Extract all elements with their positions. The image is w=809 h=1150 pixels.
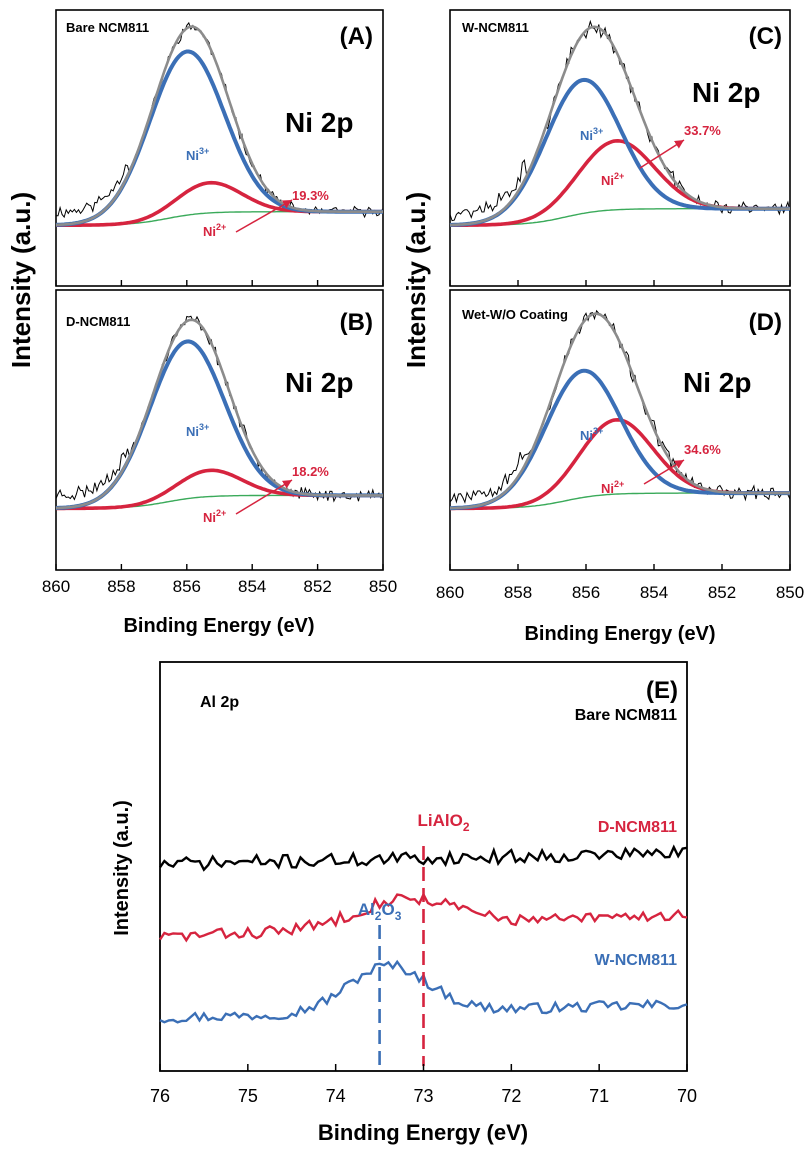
x-tick-label: 74 (326, 1086, 346, 1106)
panel-d-plot: Ni3+Ni2+34.6%860 858 856 854 852 850 (436, 309, 804, 602)
x-tick-label: 856 (173, 577, 201, 596)
x-tick-label: 75 (238, 1086, 258, 1106)
x-tick-label: 860 (436, 583, 464, 602)
panel-e-letter: (E) (646, 677, 678, 704)
panel-e-ylabel: Intensity (a.u.) (111, 800, 133, 936)
x-tick-label: 850 (776, 583, 804, 602)
panel-a-region-label: Ni 2p (285, 107, 353, 138)
series-line (159, 844, 688, 872)
x-tick-label: 858 (504, 583, 532, 602)
x-tick-label: 72 (501, 1086, 521, 1106)
panel-b: Ni3+ Ni2+ 18.2% 860 858 856 854 852 850 D-NCM811… (42, 289, 397, 637)
ni2-ratio-label: 19.3% (292, 188, 329, 203)
fit-envelope-line (55, 25, 383, 227)
series-label: Bare NCM811 (575, 707, 677, 724)
panel-d: Ni3+Ni2+34.6%860 858 856 854 852 850 Wet-W/O … (436, 289, 804, 645)
panel-b-sample-label: D-NCM811 (66, 314, 130, 329)
x-tick-label: 850 (369, 577, 397, 596)
fit-envelope-line (450, 312, 790, 510)
panel-d-frame (449, 289, 791, 571)
panel-e-region-label: Al 2p (200, 694, 239, 711)
panel-c-frame (449, 9, 791, 287)
panel-c-region-label: Ni 2p (692, 77, 760, 108)
ylabel-left: Intensity (a.u.) (6, 192, 36, 368)
panel-b-plot: Ni3+ Ni2+ 18.2% 860 858 856 854 852 850 (42, 315, 397, 596)
ni3-label: Ni3+ (186, 422, 209, 439)
x-tick-label: 70 (677, 1086, 697, 1106)
panel-a-frame (55, 9, 384, 287)
x-tick-label: 852 (708, 583, 736, 602)
ni3-label: Ni3+ (580, 126, 603, 143)
ni2-peak-line (56, 180, 383, 227)
ni3-peak-line (55, 49, 383, 227)
ni2-ratio-arrow (235, 199, 293, 233)
panel-e-plot: Bare NCM811 D-NCM811 W-NCM811 LiAlO2 Al2O3 76… (150, 707, 697, 1106)
x-tick-label: 858 (107, 577, 135, 596)
x-tick-label: 73 (413, 1086, 433, 1106)
x-tick-label: 856 (572, 583, 600, 602)
panel-b-letter: (B) (340, 309, 373, 336)
panel-c-letter: (C) (749, 23, 782, 50)
ni2-label: Ni2+ (203, 222, 226, 239)
panel-a-letter: (A) (340, 23, 373, 50)
panel-d-letter: (D) (749, 309, 782, 336)
raw-spectrum-line (449, 19, 791, 222)
panel-b-region-label: Ni 2p (285, 367, 353, 398)
panel-a-sample-label: Bare NCM811 (66, 20, 149, 35)
ni2-ratio-label: 34.6% (684, 442, 721, 457)
panel-d-xlabel: Binding Energy (eV) (524, 623, 715, 645)
series-label: D-NCM811 (598, 819, 677, 836)
panel-b-xlabel: Binding Energy (eV) (123, 615, 314, 637)
x-tick-label: 854 (238, 577, 266, 596)
ni3-label: Ni3+ (580, 426, 603, 443)
panel-c-sample-label: W-NCM811 (462, 20, 529, 35)
x-tick-label: 854 (640, 583, 668, 602)
ni2-label: Ni2+ (203, 508, 226, 525)
x-tick-label: 71 (589, 1086, 609, 1106)
raw-spectrum-line (449, 309, 791, 504)
ni2-ratio-arrow (639, 139, 685, 169)
panel-c-plot: Ni3+ Ni2+ 33.7% (449, 19, 791, 286)
panel-c: Ni3+ Ni2+ 33.7% W-NCM811 (C) Ni 2p (449, 9, 791, 287)
ni2-ratio-label: 33.7% (684, 123, 721, 138)
x-tick-label: 860 (42, 577, 70, 596)
panel-d-region-label: Ni 2p (683, 367, 751, 398)
x-tick-label: 852 (303, 577, 331, 596)
fit-envelope-line (449, 25, 790, 227)
ni2-label: Ni2+ (601, 171, 624, 188)
reference-label: Al2O3 (358, 900, 402, 923)
reference-label: LiAlO2 (417, 811, 469, 834)
ni2-peak-line (56, 468, 383, 511)
series-line (159, 959, 688, 1024)
panel-b-frame (55, 289, 384, 571)
ni2-ratio-arrow (235, 479, 293, 515)
raw-spectrum-line (55, 315, 384, 503)
ylabel-middle: Intensity (a.u.) (401, 192, 431, 368)
panel-a: Ni3+ Ni2+ 19.3% Bare NCM811 (A) Ni 2p (55, 9, 384, 287)
panel-d-sample-label: Wet-W/O Coating (462, 307, 568, 322)
panel-e: Bare NCM811 D-NCM811 W-NCM811 LiAlO2 Al2O3 76… (111, 661, 697, 1145)
series-label: W-NCM811 (595, 952, 677, 969)
ni2-ratio-label: 18.2% (292, 464, 329, 479)
x-tick-label: 76 (150, 1086, 170, 1106)
ni3-label: Ni3+ (186, 146, 209, 163)
fit-envelope-line (55, 318, 383, 510)
panel-e-xlabel: Binding Energy (eV) (318, 1120, 528, 1145)
ni2-ratio-arrow (643, 459, 685, 485)
panel-a-plot: Ni3+ Ni2+ 19.3% (55, 21, 384, 286)
